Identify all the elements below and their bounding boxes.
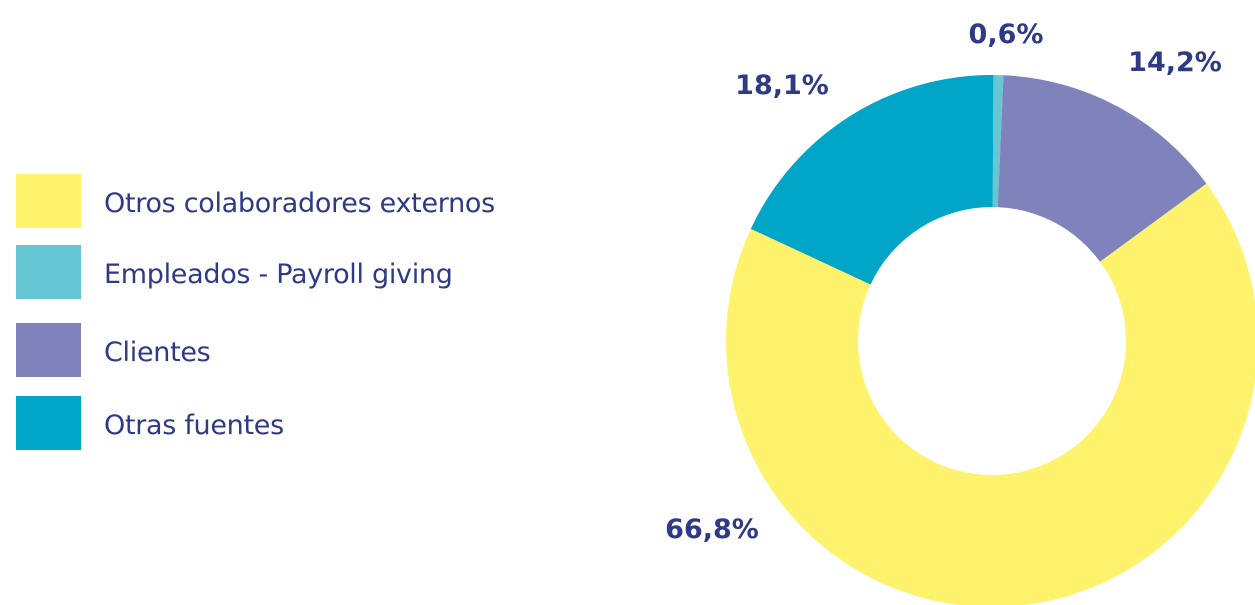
donut-slice-otros-colaboradores (726, 183, 1255, 605)
data-label-otras-fuentes: 18,1% (735, 70, 829, 101)
legend-swatch-clientes (16, 323, 81, 377)
data-label-clientes: 14,2% (1128, 47, 1222, 78)
legend-swatch-otras-fuentes (16, 396, 81, 450)
legend-swatch-empleados (16, 245, 81, 299)
legend-label-empleados: Empleados - Payroll giving (104, 259, 453, 290)
donut-slices (726, 75, 1255, 605)
donut-slice-clientes (997, 75, 1207, 262)
donut-slice-otras-fuentes (750, 75, 994, 285)
legend-label-otros-colaboradores: Otros colaboradores externos (104, 188, 495, 219)
data-label-otros-colaboradores: 66,8% (665, 514, 759, 545)
legend-item-clientes: Clientes (16, 323, 536, 379)
donut-slice-empleados (992, 75, 1004, 208)
legend-label-otras-fuentes: Otras fuentes (104, 410, 284, 441)
legend-item-empleados: Empleados - Payroll giving (16, 245, 536, 301)
legend-item-otros-colaboradores: Otros colaboradores externos (16, 174, 536, 230)
legend-item-otras-fuentes: Otras fuentes (16, 396, 536, 452)
data-label-empleados: 0,6% (969, 19, 1044, 50)
legend-label-clientes: Clientes (104, 337, 211, 368)
legend-swatch-otros-colaboradores (16, 174, 81, 228)
